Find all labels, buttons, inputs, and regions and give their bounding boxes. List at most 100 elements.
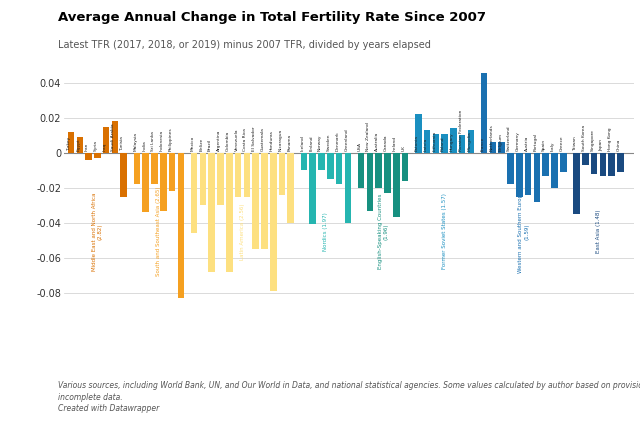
Bar <box>68 132 74 153</box>
Bar <box>191 153 197 233</box>
Text: Mongolia: Mongolia <box>467 132 472 151</box>
Text: Argentina: Argentina <box>217 130 221 151</box>
Bar <box>617 153 624 172</box>
Text: Nordics (1.97): Nordics (1.97) <box>323 212 328 251</box>
Text: Singapore: Singapore <box>591 129 595 151</box>
Text: Indonesia: Indonesia <box>160 130 164 151</box>
Bar <box>169 153 175 191</box>
Bar <box>336 153 342 184</box>
Text: English-Speaking Countries
(1.96): English-Speaking Countries (1.96) <box>378 194 388 269</box>
Text: UK: UK <box>401 145 406 151</box>
Bar <box>103 127 109 153</box>
Text: Switzerland: Switzerland <box>507 126 511 151</box>
Bar <box>415 114 422 153</box>
Bar <box>560 153 566 172</box>
Text: Various sources, including World Bank, UN, and Our World in Data, and national s: Various sources, including World Bank, U… <box>58 381 640 413</box>
Text: New Zealand: New Zealand <box>366 123 371 151</box>
Bar <box>278 153 285 195</box>
Bar <box>151 153 158 184</box>
Text: Estonia: Estonia <box>415 136 419 151</box>
Text: Sweden: Sweden <box>327 134 331 151</box>
Bar <box>402 153 408 181</box>
Text: Netherlands: Netherlands <box>490 125 493 151</box>
Bar <box>591 153 597 174</box>
Text: Panama: Panama <box>287 134 291 151</box>
Bar <box>143 153 149 212</box>
Text: Iran: Iran <box>85 143 89 151</box>
Text: Canada: Canada <box>384 135 388 151</box>
Bar <box>310 153 316 224</box>
Bar <box>77 137 83 153</box>
Text: South and Southeast Asia (2.65): South and Southeast Asia (2.65) <box>156 187 161 276</box>
Bar <box>573 153 580 214</box>
Bar <box>327 153 333 179</box>
Text: East Asia (1.48): East Asia (1.48) <box>596 210 601 253</box>
Bar <box>358 153 364 188</box>
Text: Iceland: Iceland <box>300 136 305 151</box>
Text: Lithuania: Lithuania <box>432 131 436 151</box>
Bar <box>468 130 474 153</box>
Bar <box>318 153 325 170</box>
Text: Russian Federation: Russian Federation <box>459 110 463 151</box>
Bar <box>367 153 373 210</box>
Text: China: China <box>617 139 621 151</box>
Text: France: France <box>481 137 484 151</box>
Text: Middle East and North Africa
(2.82): Middle East and North Africa (2.82) <box>92 192 103 271</box>
Bar <box>252 153 259 249</box>
Bar <box>384 153 391 193</box>
Text: Sri Lanka: Sri Lanka <box>151 131 155 151</box>
Bar <box>516 153 523 197</box>
Text: Philippines: Philippines <box>168 128 173 151</box>
Text: Latest TFR (2017, 2018, or 2019) minus 2007 TFR, divided by years elapsed: Latest TFR (2017, 2018, or 2019) minus 2… <box>58 40 431 50</box>
Text: Brazil: Brazil <box>208 139 212 151</box>
Bar <box>424 130 430 153</box>
Bar <box>442 134 448 153</box>
Bar <box>94 153 100 158</box>
Text: Syria: Syria <box>94 140 98 151</box>
Bar <box>551 153 558 188</box>
Text: Austria: Austria <box>525 136 529 151</box>
Bar <box>534 153 540 202</box>
Text: Iraq: Iraq <box>102 143 107 151</box>
Bar <box>609 153 615 176</box>
Text: Spain: Spain <box>542 139 546 151</box>
Text: Latin America (2.56): Latin America (2.56) <box>240 203 245 260</box>
Text: Belize: Belize <box>199 138 204 151</box>
Text: Malaysia: Malaysia <box>133 132 138 151</box>
Bar <box>490 142 496 153</box>
Bar <box>226 153 232 272</box>
Text: Colombia: Colombia <box>226 131 230 151</box>
Text: South Korea: South Korea <box>582 126 586 151</box>
Bar <box>450 128 457 153</box>
Bar <box>301 153 307 170</box>
Bar <box>235 153 241 197</box>
Bar <box>270 153 276 291</box>
Text: Belgium: Belgium <box>498 134 502 151</box>
Bar <box>120 153 127 197</box>
Bar <box>481 73 488 153</box>
Bar <box>244 153 250 197</box>
Text: Italy: Italy <box>551 142 555 151</box>
Bar <box>393 153 399 218</box>
Bar <box>160 153 166 210</box>
Text: Greece: Greece <box>560 136 564 151</box>
Text: Tunisia: Tunisia <box>120 137 124 151</box>
Bar <box>508 153 514 184</box>
Bar <box>134 153 140 184</box>
Text: El Salvador: El Salvador <box>252 127 256 151</box>
Bar <box>200 153 206 205</box>
Bar <box>209 153 215 272</box>
Text: Average Annual Change in Total Fertility Rate Since 2007: Average Annual Change in Total Fertility… <box>58 11 486 24</box>
Text: Egypt: Egypt <box>76 139 80 151</box>
Bar <box>344 153 351 223</box>
Text: Former Soviet States (1.57): Former Soviet States (1.57) <box>442 193 447 269</box>
Text: Norway: Norway <box>318 135 322 151</box>
Text: Western and Southern Europe
(1.59): Western and Southern Europe (1.59) <box>518 190 529 273</box>
Bar <box>499 142 505 153</box>
Text: Costa Rica: Costa Rica <box>243 128 247 151</box>
Text: Hong Kong: Hong Kong <box>608 128 612 151</box>
Bar <box>112 121 118 153</box>
Bar <box>582 153 589 165</box>
Bar <box>376 153 382 188</box>
Bar <box>261 153 268 249</box>
